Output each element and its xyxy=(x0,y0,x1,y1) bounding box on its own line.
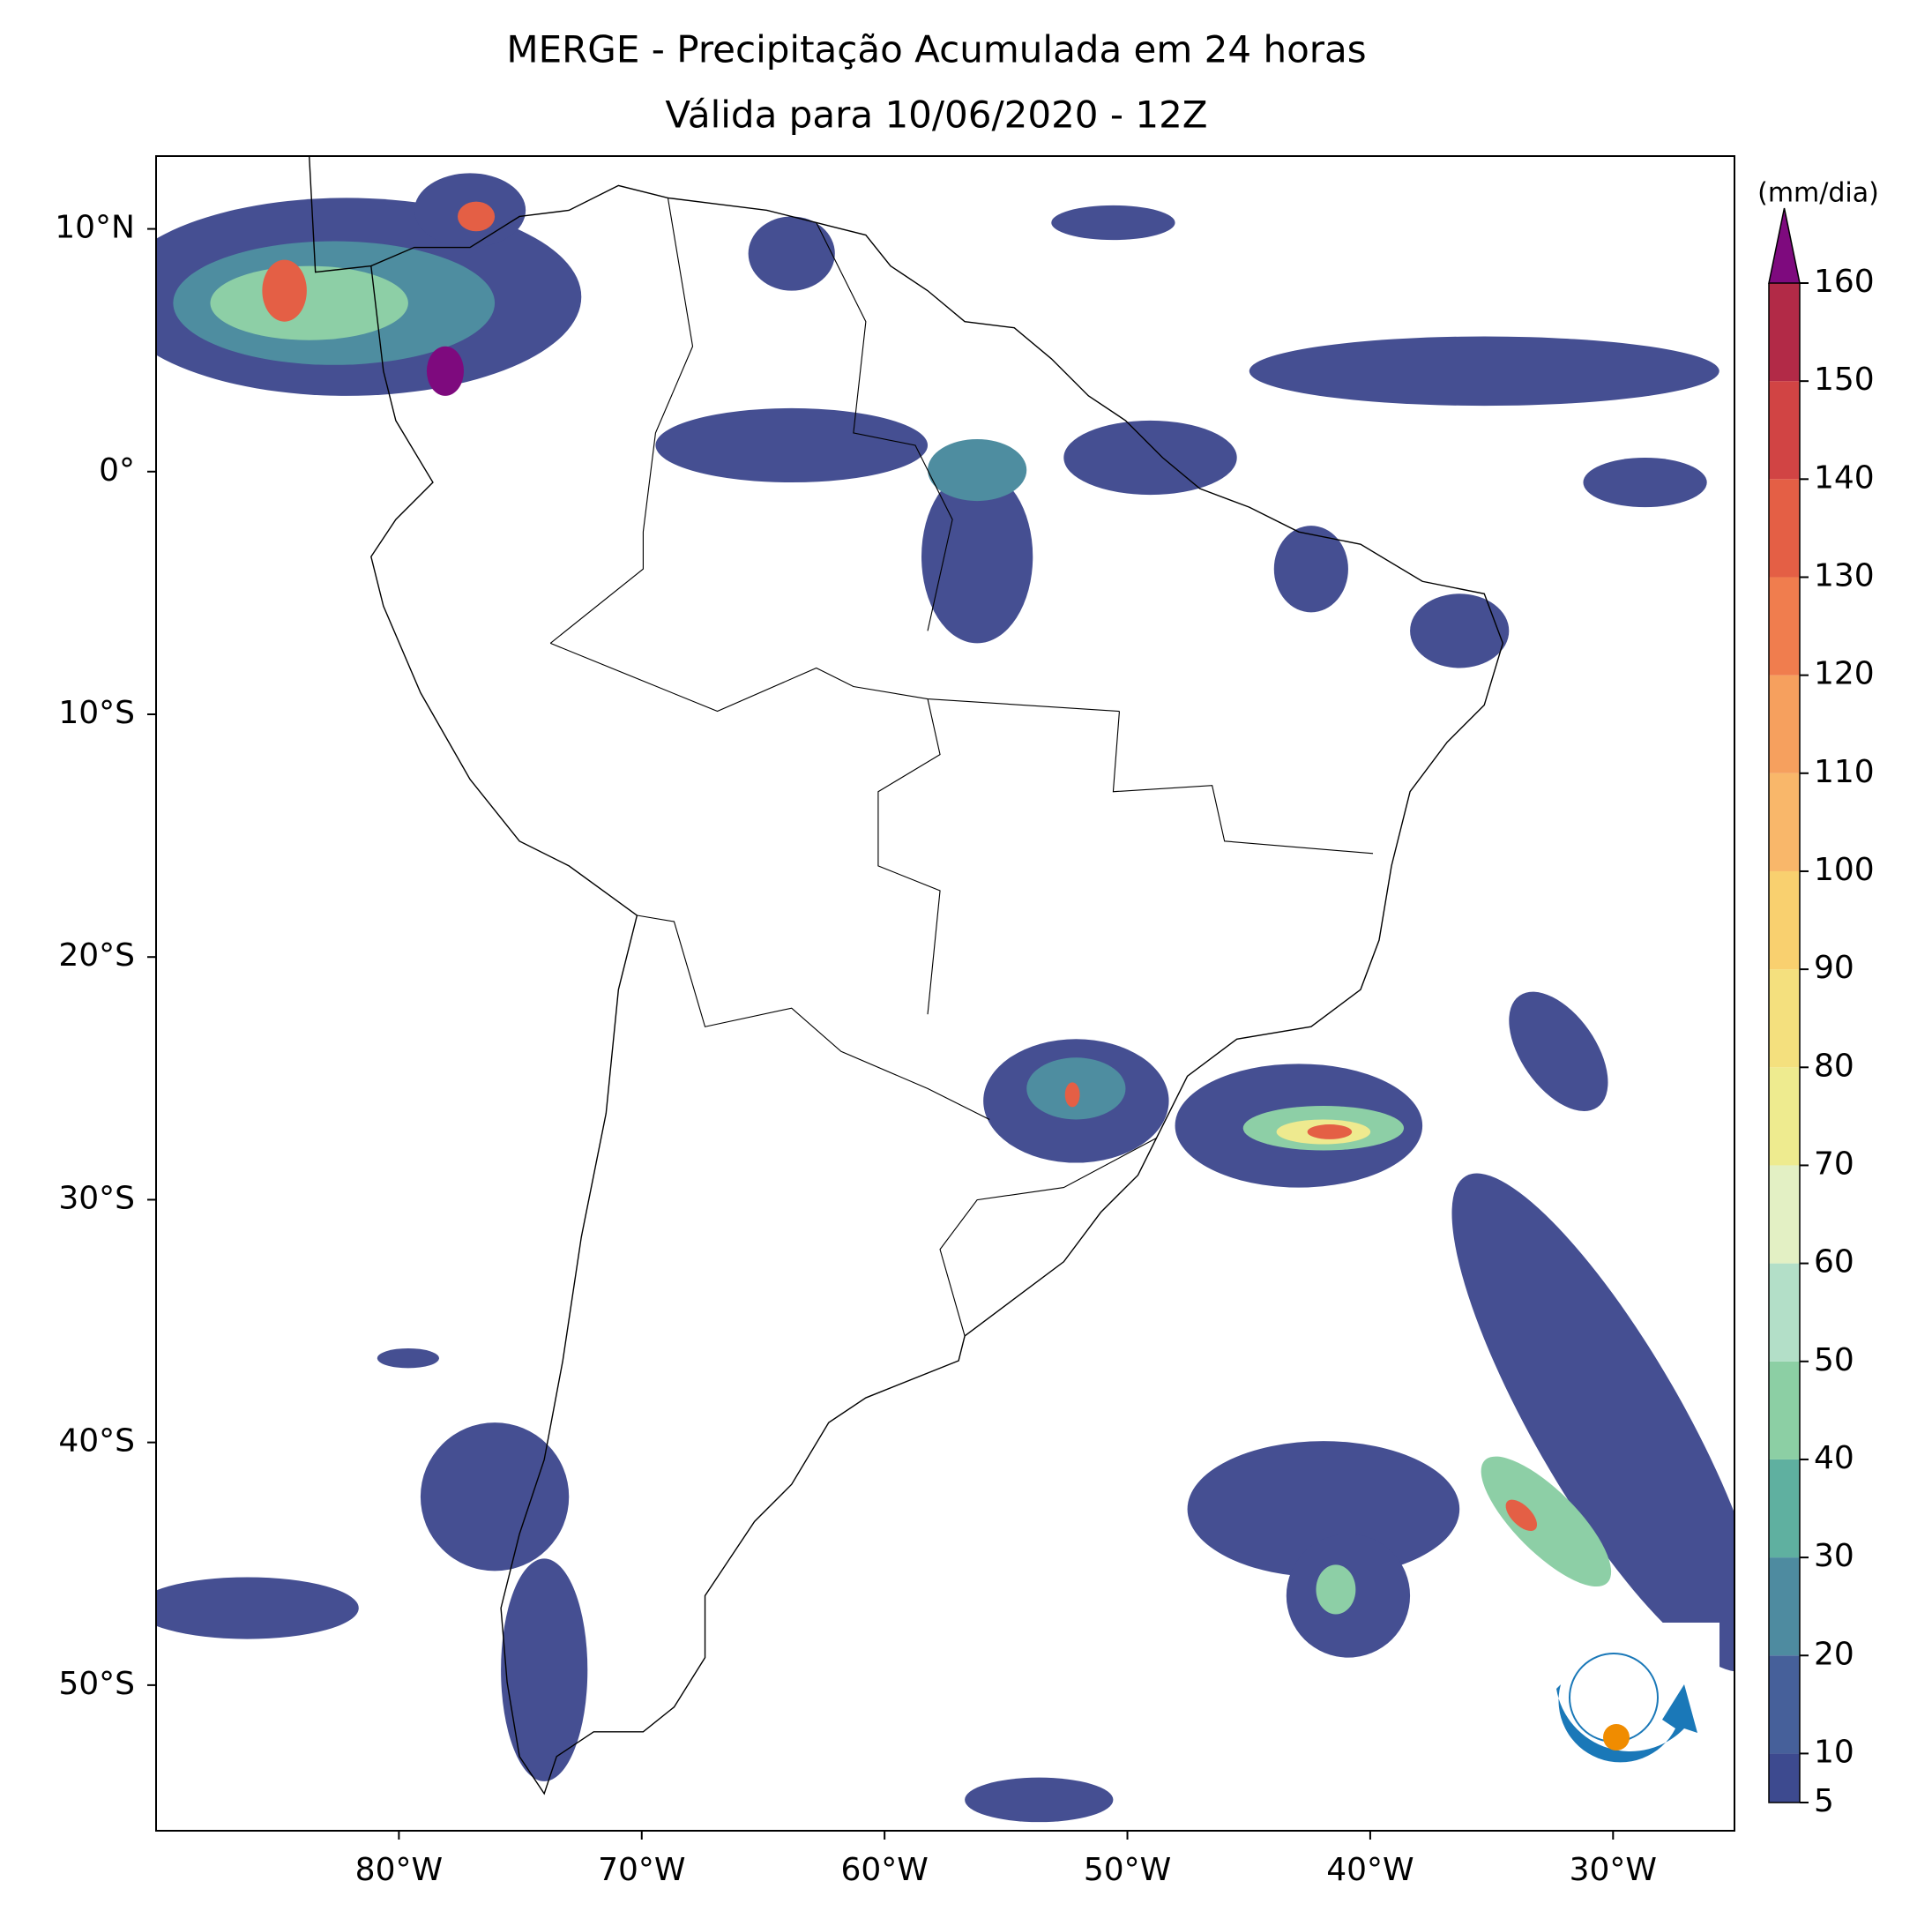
colorbar-extend xyxy=(1768,207,1801,284)
logo-box xyxy=(1554,1623,1719,1799)
colorbar-segment xyxy=(1769,1361,1800,1459)
x-tick-label: 30°W xyxy=(1570,1852,1657,1888)
colorbar-segment xyxy=(1769,1655,1800,1754)
colorbar-tick-label: 160 xyxy=(1814,264,1875,300)
precip-area xyxy=(1273,526,1348,613)
precip-area xyxy=(377,1347,439,1369)
colorbar-segment xyxy=(1769,283,1800,382)
y-tick-label: 0° xyxy=(99,452,135,489)
precip-area xyxy=(426,346,465,396)
colorbar-segment xyxy=(1769,1753,1800,1803)
precip-area xyxy=(1063,420,1237,496)
precip-area xyxy=(1583,457,1707,508)
x-tick-label: 40°W xyxy=(1326,1852,1414,1888)
y-tick-label: 50°S xyxy=(58,1666,135,1702)
map xyxy=(156,156,1734,1823)
colorbar-segment xyxy=(1769,577,1800,676)
colorbar-segment xyxy=(1769,1263,1800,1362)
precip-area xyxy=(1509,991,1608,1111)
y-tick-label: 10°S xyxy=(58,695,135,731)
subtitle: Válida para 10/06/2020 - 12Z xyxy=(665,93,1207,137)
precip-area xyxy=(1051,205,1175,241)
coastline xyxy=(308,156,1504,1795)
colorbar-tick-label: 90 xyxy=(1814,950,1854,986)
precip-area xyxy=(1451,1173,1734,1672)
logo-swoosh xyxy=(1556,1684,1697,1763)
precip-area xyxy=(655,407,929,483)
precip-area xyxy=(156,1577,359,1639)
colorbar-tick-label: 5 xyxy=(1814,1783,1834,1819)
x-tick-label: 50°W xyxy=(1084,1852,1171,1888)
colorbar-tick-label: 110 xyxy=(1814,754,1875,790)
x-tick-label: 60°W xyxy=(840,1852,928,1888)
colorbar-tick-label: 130 xyxy=(1814,557,1875,593)
precip-area xyxy=(748,216,835,291)
precip-area xyxy=(501,1558,588,1781)
colorbar-tick-label: 120 xyxy=(1814,656,1875,692)
colorbar-tick-label: 80 xyxy=(1814,1048,1854,1084)
map-frame xyxy=(155,155,1735,1832)
precip-area xyxy=(1187,1441,1460,1578)
colorbar-segment xyxy=(1769,969,1800,1068)
colorbar-label: (mm/dia) xyxy=(1757,178,1879,209)
y-tick-label: 20°S xyxy=(58,937,135,974)
colorbar-segment xyxy=(1769,1165,1800,1264)
colorbar-segment xyxy=(1769,1459,1800,1558)
colorbar-tick-label: 100 xyxy=(1814,852,1875,888)
precip-area xyxy=(262,259,307,322)
colorbar-tick-label: 20 xyxy=(1814,1636,1854,1672)
colorbar-tick-label: 10 xyxy=(1814,1734,1854,1770)
colorbar-tick-label: 50 xyxy=(1814,1342,1854,1378)
logo-dot xyxy=(1603,1724,1630,1751)
title: MERGE - Precipitação Acumulada em 24 hor… xyxy=(506,28,1366,71)
precip-area xyxy=(1481,1456,1612,1587)
precip-area xyxy=(1505,1499,1538,1532)
precip-area xyxy=(928,438,1027,502)
country-borders xyxy=(549,198,1374,1337)
colorbar-segment xyxy=(1769,381,1800,480)
y-tick-label: 40°S xyxy=(58,1423,135,1459)
colorbar-segment xyxy=(1769,1557,1800,1656)
precip-area xyxy=(457,201,496,232)
colorbar-tick-label: 150 xyxy=(1814,362,1875,398)
colorbar-tick-label: 30 xyxy=(1814,1538,1854,1574)
precip-area xyxy=(1307,1124,1353,1139)
precip-area xyxy=(1316,1564,1356,1615)
colorbar-tick-label: 60 xyxy=(1814,1244,1854,1280)
colorbar-segment xyxy=(1769,675,1800,773)
colorbar-frame xyxy=(1768,283,1801,1803)
precip-area xyxy=(1249,336,1719,407)
precip-area xyxy=(1410,593,1510,668)
colorbar-tick-label: 70 xyxy=(1814,1146,1854,1182)
precip-area xyxy=(420,1422,570,1571)
precip-area xyxy=(965,1777,1114,1823)
precip-area xyxy=(210,265,408,340)
y-tick-label: 30°S xyxy=(58,1180,135,1216)
colorbar-tick-label: 140 xyxy=(1814,459,1875,496)
map-drawing xyxy=(156,156,1734,1823)
x-tick-label: 70°W xyxy=(598,1852,685,1888)
colorbar-segment xyxy=(1769,773,1800,871)
y-tick-label: 10°N xyxy=(55,210,135,246)
colorbar-segment xyxy=(1769,479,1800,578)
colorbar-tick-label: 40 xyxy=(1814,1440,1854,1476)
colorbar-segment xyxy=(1769,870,1800,970)
x-tick-label: 80°W xyxy=(355,1852,443,1888)
logo xyxy=(1554,1623,1719,1799)
precip-area xyxy=(1064,1082,1080,1108)
colorbar-segment xyxy=(1769,1067,1800,1166)
